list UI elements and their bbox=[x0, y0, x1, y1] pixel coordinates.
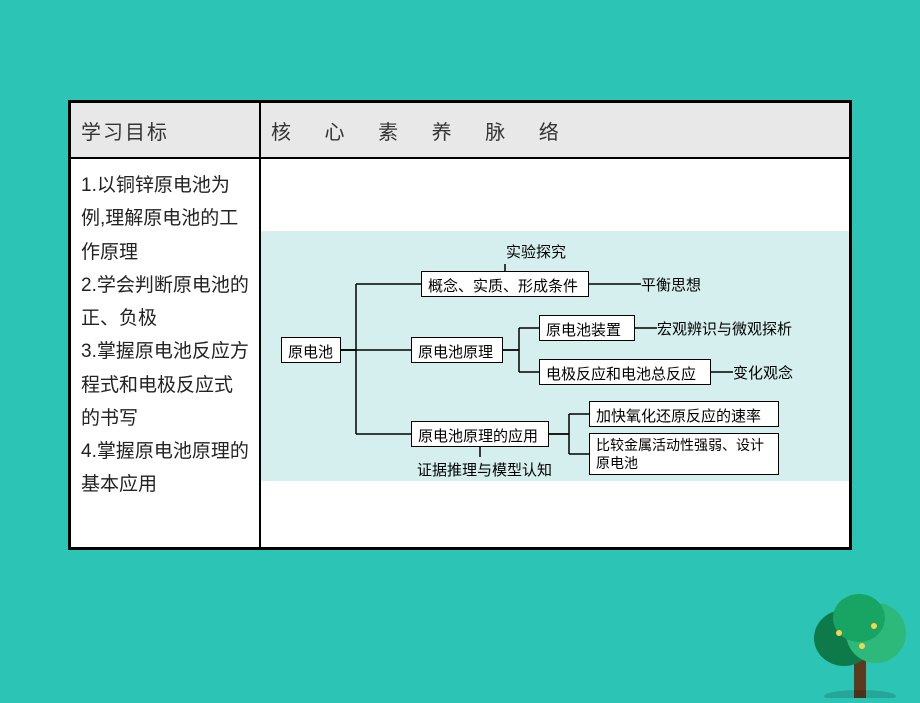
diagram-node: 电极反应和电池总反应 bbox=[539, 359, 711, 385]
objective-item: 3.掌握原电池反应方程式和电极反应式的书写 bbox=[81, 335, 249, 435]
diagram-label: 平衡思想 bbox=[641, 274, 701, 295]
learning-table: 学习目标 核 心 素 养 脉 络 1.以铜锌原电池为例,理解原电池的工作原理 2… bbox=[68, 100, 852, 550]
diagram-node: 原电池原理 bbox=[411, 337, 503, 363]
objectives-cell: 1.以铜锌原电池为例,理解原电池的工作原理 2.学会判断原电池的正、负极 3.掌… bbox=[71, 159, 261, 547]
diagram-node: 比较金属活动性强弱、设计原电池 bbox=[589, 433, 779, 475]
diagram-node: 原电池 bbox=[281, 337, 341, 363]
diagram-node: 概念、实质、形成条件 bbox=[421, 271, 589, 297]
header-text-right: 核 心 素 养 脉 络 bbox=[271, 116, 573, 145]
diagram-cell: 原电池 实验探究概念、实质、形成条件原电池原理原电池原理的应用 原电池装置电极反应和… bbox=[261, 159, 849, 547]
objective-item: 2.学会判断原电池的正、负极 bbox=[81, 269, 249, 336]
diagram-label: 变化观念 bbox=[733, 362, 793, 383]
decorative-tree-icon bbox=[804, 578, 914, 698]
diagram-node: 加快氧化还原反应的速率 bbox=[589, 401, 779, 427]
table-header-context: 核 心 素 养 脉 络 bbox=[261, 103, 849, 159]
table-header-objectives: 学习目标 bbox=[71, 103, 261, 159]
header-text-left: 学习目标 bbox=[81, 116, 169, 145]
objective-item: 1.以铜锌原电池为例,理解原电池的工作原理 bbox=[81, 169, 249, 269]
diagram-connectors bbox=[261, 159, 849, 547]
diagram-label: 证据推理与模型认知 bbox=[417, 459, 552, 480]
diagram-node: 原电池装置 bbox=[539, 315, 635, 341]
diagram-label: 实验探究 bbox=[506, 241, 566, 262]
concept-diagram: 原电池 实验探究概念、实质、形成条件原电池原理原电池原理的应用 原电池装置电极反应和… bbox=[261, 159, 849, 547]
objective-item: 4.掌握原电池原理的基本应用 bbox=[81, 435, 249, 502]
diagram-node: 原电池原理的应用 bbox=[411, 421, 549, 447]
diagram-label: 宏观辨识与微观探析 bbox=[657, 318, 792, 339]
